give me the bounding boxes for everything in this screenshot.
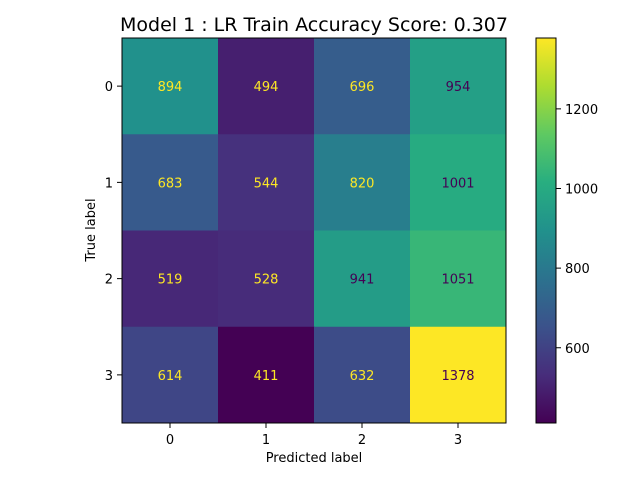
cell-value-label: 1001	[441, 176, 474, 191]
heatmap-cell	[410, 230, 507, 328]
x-tick-label: 0	[166, 433, 174, 448]
heatmap-cell	[410, 326, 507, 424]
x-tick-label: 2	[358, 433, 366, 448]
y-tick-label: 2	[105, 273, 113, 288]
y-tick-label: 0	[105, 80, 113, 95]
heatmap-cell	[218, 134, 315, 231]
heatmap-cell	[314, 326, 411, 424]
y-tick-label: 3	[105, 369, 113, 384]
y-axis-label: True label	[84, 198, 99, 262]
cell-value-label: 1378	[441, 369, 474, 384]
x-axis-label: Predicted label	[266, 451, 363, 466]
x-tick-label: 1	[262, 433, 270, 448]
cell-value-label: 632	[350, 369, 375, 384]
cell-value-label: 494	[254, 80, 279, 95]
cell-value-label: 1051	[441, 273, 474, 288]
y-tick-label: 1	[105, 176, 113, 191]
cell-value-label: 820	[350, 176, 375, 191]
colorbar-tick-label: 1000	[565, 182, 598, 197]
heatmap-cell	[218, 230, 315, 328]
cell-value-label: 696	[350, 80, 375, 95]
cell-value-label: 614	[158, 369, 183, 384]
plot-frame	[121, 37, 507, 424]
colorbar	[535, 37, 557, 424]
colorbar-tick-label: 1200	[565, 103, 598, 118]
heatmap-cell	[314, 230, 411, 328]
heatmap-cell	[410, 38, 507, 135]
heatmap-cell	[122, 230, 219, 328]
chart-title: Model 1 : LR Train Accuracy Score: 0.307	[120, 14, 508, 36]
heatmap-cell	[314, 134, 411, 231]
colorbar-tick-label: 600	[565, 342, 590, 357]
cell-value-label: 544	[254, 176, 279, 191]
heatmap-cell	[314, 38, 411, 135]
heatmap-cells: 894 494 696 954 683 544 820 1001 519 528 941 1051 61…	[122, 38, 507, 424]
cell-value-label: 519	[158, 273, 183, 288]
heatmap-cell	[218, 38, 315, 135]
y-axis-ticks: 0 1 2 3	[105, 80, 122, 384]
heatmap-cell	[410, 134, 507, 231]
heatmap-cell	[122, 134, 219, 231]
x-tick-label: 3	[454, 433, 462, 448]
heatmap-cell	[122, 326, 219, 424]
x-axis-ticks: 0 1 2 3	[166, 423, 462, 448]
cell-value-label: 941	[350, 273, 375, 288]
colorbar-tick-label: 800	[565, 262, 590, 277]
cell-value-label: 894	[158, 80, 183, 95]
cell-value-label: 954	[446, 80, 471, 95]
cell-value-label: 528	[254, 273, 279, 288]
cell-value-label: 411	[254, 369, 279, 384]
heatmap-cell	[122, 38, 219, 135]
cell-value-label: 683	[158, 176, 183, 191]
colorbar-ticks: 600 800 1000 1200	[556, 103, 598, 357]
heatmap-cell	[218, 326, 315, 424]
